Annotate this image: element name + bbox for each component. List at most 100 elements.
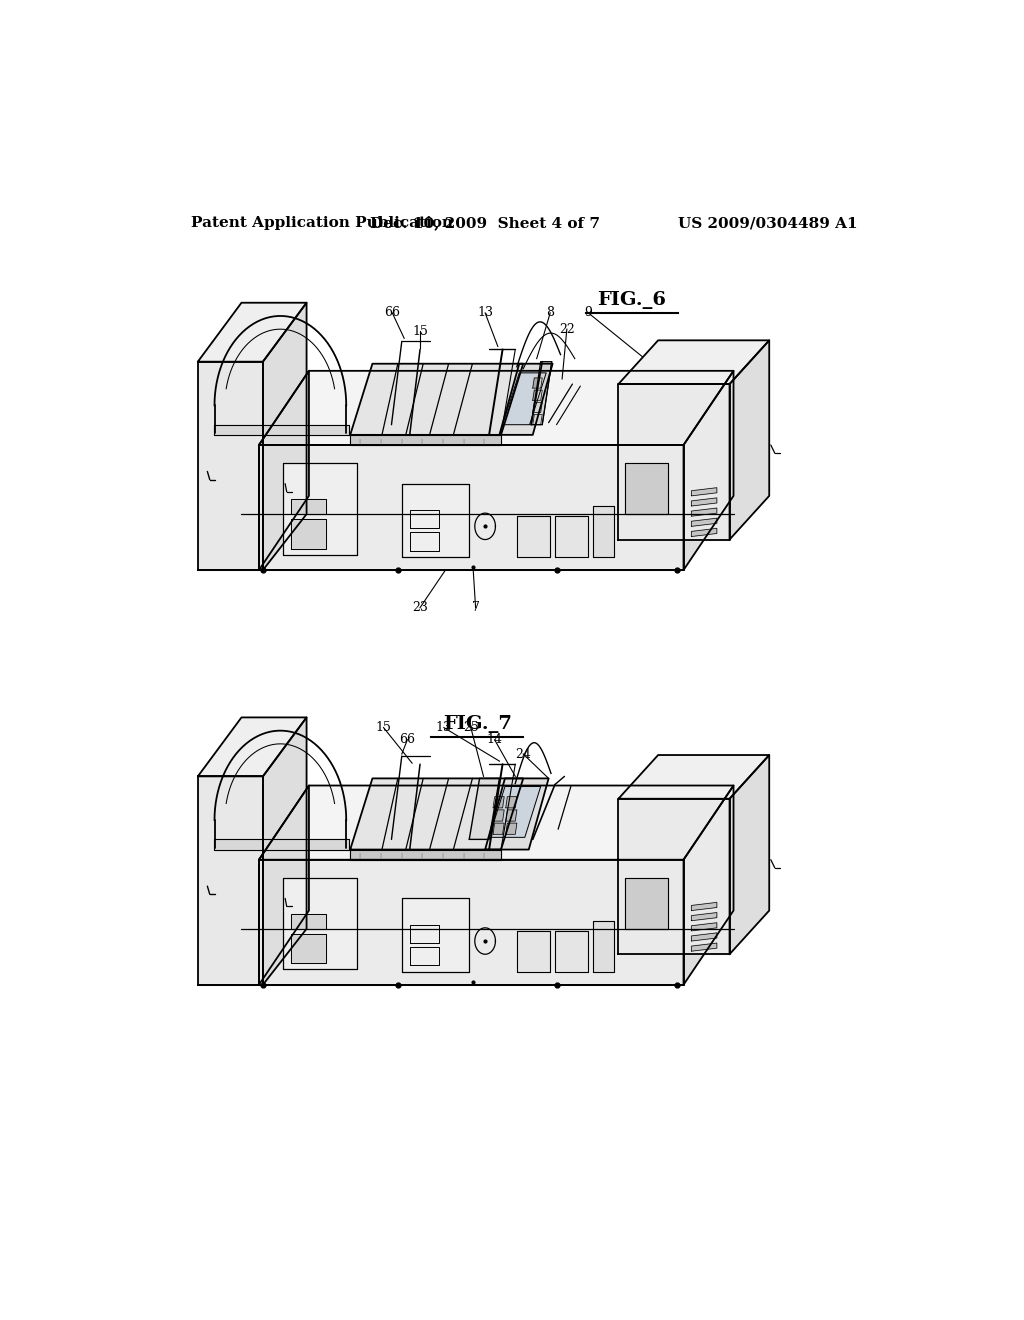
Polygon shape bbox=[625, 463, 668, 515]
Polygon shape bbox=[691, 498, 717, 506]
Polygon shape bbox=[291, 913, 327, 929]
Text: 22: 22 bbox=[559, 322, 574, 335]
Polygon shape bbox=[259, 371, 733, 445]
Text: 24: 24 bbox=[515, 747, 531, 760]
Text: 7: 7 bbox=[472, 601, 479, 614]
Polygon shape bbox=[618, 341, 769, 384]
Polygon shape bbox=[503, 372, 546, 425]
Text: FIG._6: FIG._6 bbox=[597, 290, 667, 309]
Polygon shape bbox=[691, 903, 717, 911]
Polygon shape bbox=[350, 779, 523, 850]
Polygon shape bbox=[494, 824, 504, 834]
Text: |: | bbox=[358, 438, 360, 444]
Polygon shape bbox=[259, 785, 309, 985]
Polygon shape bbox=[291, 499, 327, 515]
Polygon shape bbox=[489, 787, 541, 837]
Polygon shape bbox=[729, 341, 769, 540]
Polygon shape bbox=[555, 931, 588, 972]
Text: |: | bbox=[379, 853, 381, 858]
Polygon shape bbox=[517, 516, 550, 557]
Text: 9: 9 bbox=[585, 306, 592, 319]
Polygon shape bbox=[283, 463, 356, 554]
Polygon shape bbox=[593, 506, 613, 557]
Polygon shape bbox=[485, 779, 549, 850]
Polygon shape bbox=[401, 899, 469, 972]
Text: 15: 15 bbox=[376, 721, 391, 734]
Text: |: | bbox=[441, 853, 443, 858]
Polygon shape bbox=[506, 810, 517, 821]
Text: |: | bbox=[421, 853, 423, 858]
Text: 15: 15 bbox=[412, 325, 428, 338]
Polygon shape bbox=[350, 850, 501, 859]
Text: |: | bbox=[421, 438, 423, 444]
Polygon shape bbox=[263, 302, 306, 570]
Polygon shape bbox=[691, 933, 717, 941]
Polygon shape bbox=[532, 414, 543, 425]
Text: 8: 8 bbox=[546, 306, 554, 319]
Text: |: | bbox=[400, 438, 402, 444]
Polygon shape bbox=[469, 779, 500, 840]
Text: |: | bbox=[462, 438, 464, 444]
Polygon shape bbox=[532, 378, 543, 388]
Polygon shape bbox=[625, 878, 668, 929]
Polygon shape bbox=[259, 785, 733, 859]
Text: FIG._7: FIG._7 bbox=[442, 714, 512, 733]
Polygon shape bbox=[684, 785, 733, 985]
Polygon shape bbox=[691, 508, 717, 516]
Polygon shape bbox=[214, 425, 348, 434]
Polygon shape bbox=[259, 445, 684, 570]
Polygon shape bbox=[691, 519, 717, 527]
Polygon shape bbox=[214, 840, 348, 850]
Polygon shape bbox=[198, 776, 263, 985]
Text: Patent Application Publication: Patent Application Publication bbox=[191, 216, 454, 231]
Text: 66: 66 bbox=[399, 734, 416, 746]
Polygon shape bbox=[618, 384, 729, 540]
Polygon shape bbox=[506, 824, 517, 834]
Polygon shape bbox=[259, 371, 309, 570]
Polygon shape bbox=[494, 810, 504, 821]
Polygon shape bbox=[494, 797, 504, 808]
Text: 13: 13 bbox=[436, 721, 452, 734]
Polygon shape bbox=[691, 912, 717, 921]
Polygon shape bbox=[691, 528, 717, 536]
Polygon shape bbox=[593, 921, 613, 972]
Text: |: | bbox=[400, 853, 402, 858]
Polygon shape bbox=[691, 487, 717, 496]
Text: |: | bbox=[482, 853, 484, 858]
Text: |: | bbox=[379, 438, 381, 444]
Polygon shape bbox=[532, 391, 543, 400]
Text: 23: 23 bbox=[412, 601, 428, 614]
Polygon shape bbox=[350, 434, 501, 445]
Polygon shape bbox=[198, 718, 306, 776]
Text: |: | bbox=[482, 438, 484, 444]
Polygon shape bbox=[729, 755, 769, 954]
Polygon shape bbox=[555, 516, 588, 557]
Text: Dec. 10, 2009  Sheet 4 of 7: Dec. 10, 2009 Sheet 4 of 7 bbox=[370, 216, 600, 231]
Polygon shape bbox=[691, 923, 717, 931]
Text: |: | bbox=[462, 853, 464, 858]
Text: |: | bbox=[358, 853, 360, 858]
Polygon shape bbox=[198, 302, 306, 362]
Polygon shape bbox=[618, 799, 729, 954]
Polygon shape bbox=[684, 371, 733, 570]
Polygon shape bbox=[259, 859, 684, 985]
Text: 25: 25 bbox=[463, 721, 478, 734]
Polygon shape bbox=[291, 519, 327, 549]
Polygon shape bbox=[263, 718, 306, 985]
Text: 14: 14 bbox=[486, 734, 503, 746]
Text: |: | bbox=[441, 438, 443, 444]
Polygon shape bbox=[532, 403, 543, 412]
Polygon shape bbox=[350, 364, 523, 434]
Polygon shape bbox=[517, 931, 550, 972]
Text: 66: 66 bbox=[384, 306, 400, 319]
Polygon shape bbox=[618, 755, 769, 799]
Polygon shape bbox=[500, 364, 553, 434]
Polygon shape bbox=[401, 483, 469, 557]
Text: 13: 13 bbox=[477, 306, 494, 319]
Polygon shape bbox=[531, 362, 552, 425]
Polygon shape bbox=[691, 942, 717, 952]
Polygon shape bbox=[198, 362, 263, 570]
Polygon shape bbox=[283, 878, 356, 969]
Text: US 2009/0304489 A1: US 2009/0304489 A1 bbox=[679, 216, 858, 231]
Polygon shape bbox=[291, 935, 327, 964]
